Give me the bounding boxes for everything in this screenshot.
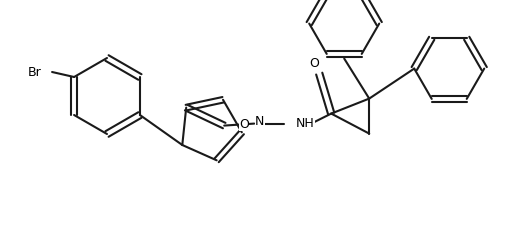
Text: NH: NH (296, 117, 315, 130)
Text: O: O (309, 57, 319, 70)
Text: N: N (255, 115, 265, 128)
Text: Br: Br (27, 66, 41, 79)
Text: O: O (239, 118, 249, 131)
